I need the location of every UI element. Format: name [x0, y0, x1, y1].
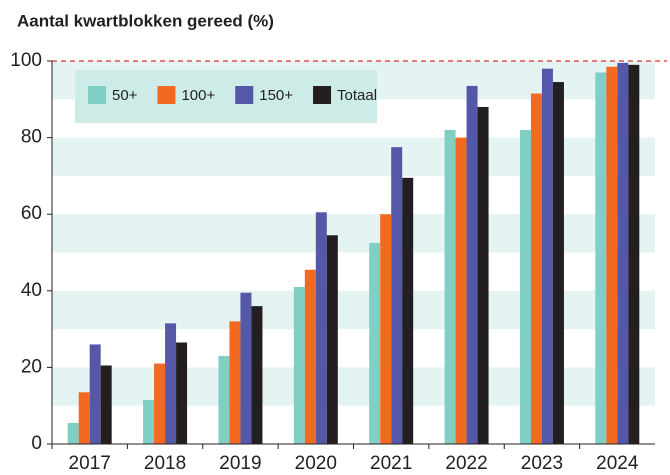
bar — [165, 323, 177, 444]
chart-title: Aantal kwartblokken gereed (%) — [17, 11, 274, 30]
x-tick-label: 2018 — [144, 453, 186, 474]
bar — [315, 212, 327, 444]
legend-label: 100+ — [181, 87, 215, 104]
bar — [304, 269, 316, 444]
legend-label: Totaal — [337, 87, 377, 104]
bar — [466, 85, 478, 445]
bar — [595, 72, 607, 445]
bar — [455, 137, 467, 444]
bar — [89, 344, 101, 444]
bar — [444, 129, 456, 444]
bar — [218, 355, 230, 444]
bar — [530, 93, 542, 445]
grid-band — [52, 290, 655, 330]
bar — [326, 235, 338, 444]
y-tick-label: 0 — [31, 433, 42, 454]
legend-swatch — [235, 86, 254, 104]
y-tick-label: 100 — [10, 50, 42, 71]
bar — [541, 68, 553, 444]
bar — [240, 292, 252, 444]
bar — [154, 363, 166, 444]
bar — [519, 129, 531, 444]
legend-swatch — [88, 86, 106, 104]
y-tick-label: 20 — [21, 356, 42, 377]
bar — [176, 342, 188, 444]
grid-band — [52, 367, 655, 406]
x-tick-label: 2021 — [370, 453, 412, 474]
grid-band — [52, 137, 655, 176]
bar — [628, 64, 640, 444]
x-tick-label: 2017 — [69, 453, 111, 474]
bar — [251, 306, 263, 444]
bar — [477, 106, 489, 445]
bar — [67, 422, 79, 444]
x-tick-label: 2022 — [445, 453, 487, 474]
x-tick-label: 2023 — [521, 453, 563, 474]
bar — [402, 177, 414, 444]
grid-band — [52, 214, 655, 253]
bar — [143, 399, 155, 444]
legend-swatch — [157, 86, 176, 104]
x-tick-label: 2024 — [596, 453, 639, 474]
bar — [380, 214, 392, 444]
bar — [617, 62, 629, 444]
legend-label: 50+ — [112, 87, 138, 104]
y-tick-label: 60 — [21, 203, 42, 224]
bar — [78, 392, 90, 444]
legend-swatch — [313, 86, 332, 104]
legend-label: 150+ — [259, 87, 293, 104]
x-tick-label: 2019 — [219, 453, 261, 474]
legend: 50+ 100+ 150+ Totaal — [75, 70, 377, 123]
bar — [229, 321, 241, 444]
bar — [100, 365, 112, 444]
bar — [391, 147, 403, 445]
bar — [369, 242, 381, 444]
bar — [552, 82, 564, 444]
y-tick-label: 80 — [21, 127, 42, 148]
bar — [606, 66, 618, 445]
y-tick-label: 40 — [21, 280, 42, 301]
bar — [293, 286, 305, 444]
x-tick-label: 2020 — [295, 453, 337, 474]
